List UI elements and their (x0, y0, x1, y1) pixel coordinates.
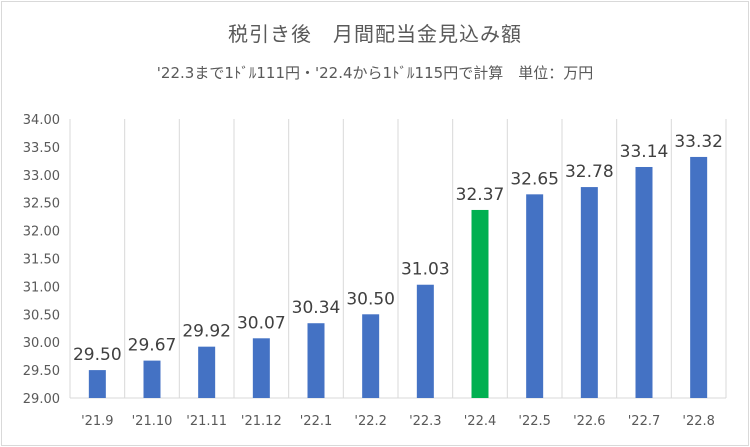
bar (526, 194, 544, 398)
bar (362, 314, 380, 398)
bar (88, 370, 106, 398)
data-label: 32.78 (565, 162, 614, 182)
y-tick-label: 32.50 (23, 197, 60, 212)
x-tick-label: '22.5 (518, 414, 551, 429)
bar (580, 187, 598, 398)
x-tick-label: '22.3 (409, 414, 442, 429)
bar (198, 346, 216, 398)
y-tick-label: 34.00 (23, 113, 60, 128)
data-label: 32.65 (510, 169, 559, 189)
y-tick-label: 33.50 (23, 141, 60, 156)
x-tick-label: '22.1 (300, 414, 333, 429)
bar (143, 360, 161, 398)
bar (416, 284, 434, 398)
x-tick-label: '21.10 (132, 414, 173, 429)
data-label: 30.07 (237, 313, 286, 333)
y-tick-label: 29.00 (23, 392, 60, 407)
y-tick-label: 31.50 (23, 253, 60, 268)
y-tick-label: 30.00 (23, 336, 60, 351)
x-tick-label: '22.8 (682, 414, 715, 429)
data-label: 33.32 (674, 132, 723, 152)
data-label: 32.37 (456, 185, 505, 205)
chart-title: 税引き後 月間配当金見込み額 (228, 22, 522, 46)
x-tick-label: '22.6 (573, 414, 606, 429)
data-label: 29.67 (128, 336, 177, 356)
x-tick-label: '22.4 (464, 414, 497, 429)
data-label: 29.92 (182, 322, 231, 342)
y-tick-label: 29.50 (23, 364, 60, 379)
data-label: 30.50 (346, 289, 395, 309)
bar (635, 166, 653, 398)
y-tick-label: 32.00 (23, 225, 60, 240)
bar (471, 209, 489, 398)
x-tick-label: '21.11 (186, 414, 227, 429)
chart-subtitle: '22.3まで1ﾄﾞﾙ111円・'22.4から1ﾄﾞﾙ115円で計算 単位：万円 (156, 64, 594, 82)
data-label: 31.03 (401, 260, 450, 280)
y-tick-label: 30.50 (23, 308, 60, 323)
y-tick-label: 33.00 (23, 169, 60, 184)
x-tick-label: '22.2 (354, 414, 387, 429)
x-tick-label: '21.12 (241, 414, 282, 429)
data-label: 30.34 (292, 298, 341, 318)
y-tick-label: 31.00 (23, 280, 60, 295)
data-label: 29.50 (73, 345, 122, 365)
bar (252, 338, 270, 398)
data-label: 33.14 (620, 142, 669, 162)
bar (307, 323, 325, 398)
x-tick-label: '21.9 (81, 414, 114, 429)
bar (690, 156, 708, 398)
x-tick-label: '22.7 (628, 414, 661, 429)
